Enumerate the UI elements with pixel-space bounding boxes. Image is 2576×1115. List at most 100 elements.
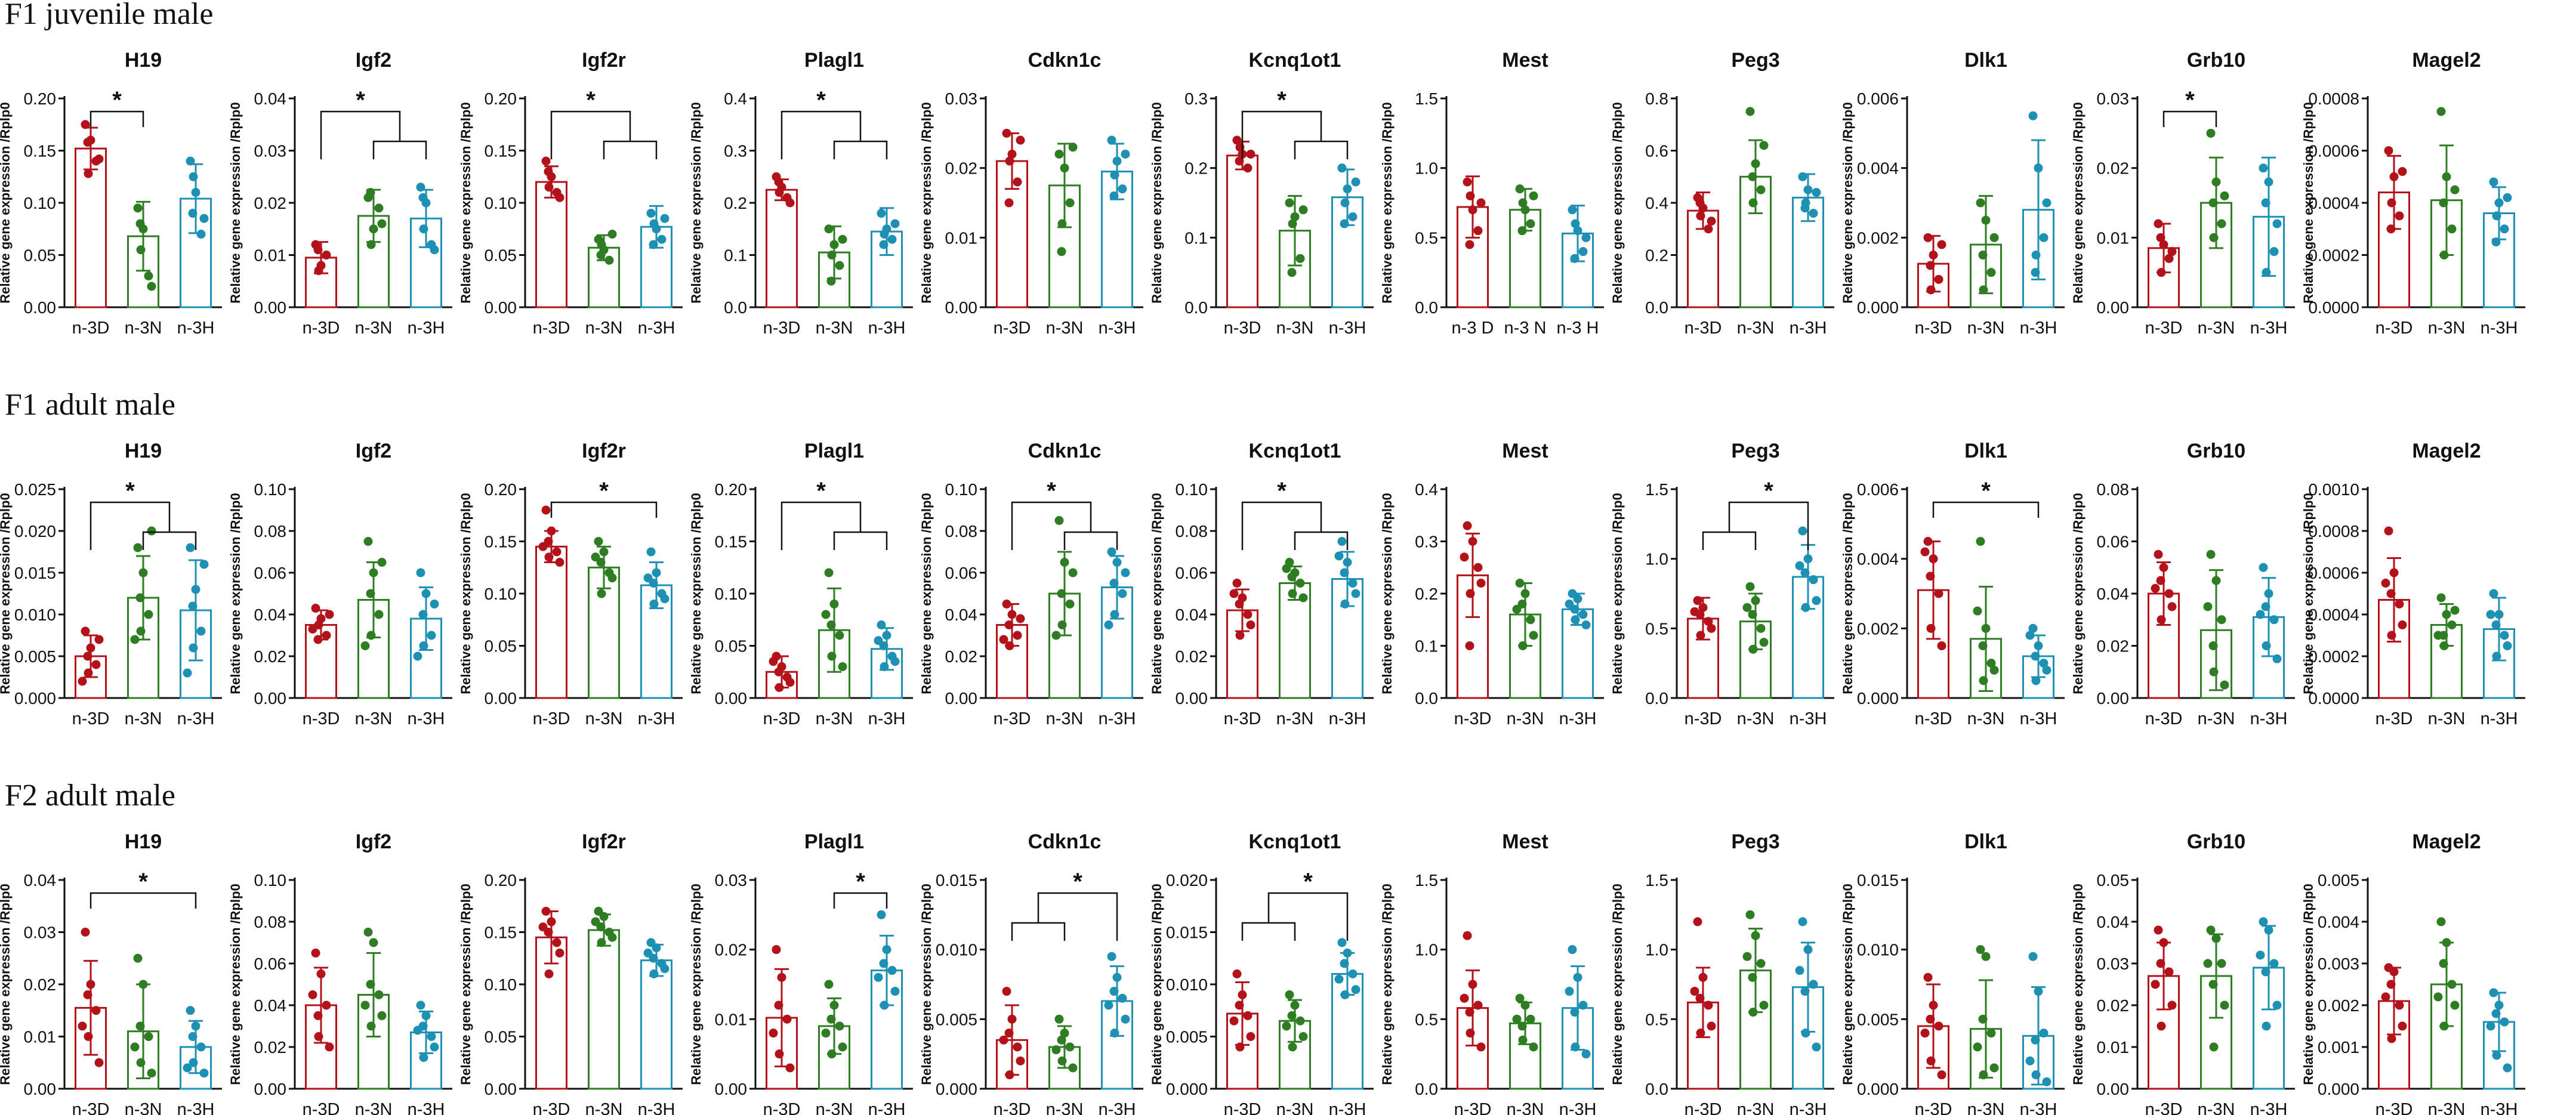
data-point-n-3D xyxy=(775,683,784,692)
data-point-n-3D xyxy=(1005,156,1014,166)
data-point-n-3H xyxy=(2034,163,2043,173)
category-label: n-3D xyxy=(72,319,110,338)
significance-bracket xyxy=(780,110,862,159)
data-point-n-3D xyxy=(1707,1021,1716,1031)
panel-title: Peg3 xyxy=(1731,830,1779,853)
significance-star: * xyxy=(816,478,826,504)
data-point-n-3N xyxy=(829,1000,839,1010)
panel-mest: Mest Relative gene expression /Rplp0 0.0 0.… xyxy=(1380,440,1604,728)
data-point-n-3D xyxy=(308,990,317,999)
data-point-n-3N xyxy=(2439,1021,2449,1031)
data-point-n-3N xyxy=(827,651,837,661)
data-point-n-3H xyxy=(1110,170,1119,180)
y-tick-label: 0.02 xyxy=(2097,159,2130,178)
data-point-n-3D xyxy=(552,547,562,557)
panel-igf2: Igf2 Relative gene expression /Rplp0 0.00 0… xyxy=(228,830,452,1115)
y-axis-label: Relative gene expression /Rplp0 xyxy=(1380,102,1395,303)
data-point-n-3N xyxy=(1748,1008,1758,1017)
bar-n-3H xyxy=(640,959,673,1090)
panel-kcnq1ot1: Kcnq1ot1 Relative gene expression /Rplp0 0… xyxy=(1149,49,1374,338)
data-point-n-3N xyxy=(2220,191,2229,200)
data-point-n-3N xyxy=(2208,198,2218,208)
y-tick-label: 0.15 xyxy=(24,142,57,160)
category-label: n-3H xyxy=(177,319,215,338)
data-point-n-3N xyxy=(138,568,148,577)
category-label: n-3D xyxy=(2145,1100,2183,1115)
data-point-n-3H xyxy=(880,230,889,239)
y-tick-label: 0.006 xyxy=(1857,480,1899,499)
data-point-n-3N xyxy=(374,990,384,999)
data-point-n-3H xyxy=(660,594,670,604)
data-point-n-3N xyxy=(1759,141,1769,150)
data-point-n-3H xyxy=(427,631,436,640)
y-tick-label: 0.0 xyxy=(1645,689,1668,708)
category-label: n-3H xyxy=(2020,709,2057,728)
data-point-n-3N xyxy=(144,1032,153,1041)
category-label: n-3D xyxy=(1224,709,1261,728)
data-point-n-3H xyxy=(643,949,653,958)
data-point-n-3D xyxy=(1926,1014,1935,1024)
y-tick-label: 0.015 xyxy=(1166,923,1208,942)
y-axis-label: Relative gene expression /Rplp0 xyxy=(2301,884,2316,1085)
category-label: n-3 H xyxy=(1557,319,1599,338)
data-point-n-3D xyxy=(1002,600,1011,609)
y-tick-label: 0.03 xyxy=(254,142,287,160)
data-point-n-3D xyxy=(1468,537,1477,546)
data-point-n-3D xyxy=(1693,596,1702,606)
data-point-n-3H xyxy=(1801,1028,1810,1038)
data-point-n-3H xyxy=(1351,985,1361,994)
data-point-n-3H xyxy=(2031,268,2040,277)
data-point-n-3D xyxy=(1235,600,1244,609)
data-point-n-3H xyxy=(2039,1028,2049,1038)
data-point-n-3N xyxy=(1298,593,1308,603)
data-point-n-3D xyxy=(2151,980,2160,989)
data-point-n-3H xyxy=(186,156,195,166)
data-point-n-3D xyxy=(1704,617,1713,626)
y-axis-label: Relative gene expression /Rplp0 xyxy=(2071,493,2086,694)
data-point-n-3H xyxy=(186,1006,195,1015)
y-tick-label: 0.0010 xyxy=(2308,480,2359,499)
data-point-n-3N xyxy=(838,234,847,244)
data-point-n-3N xyxy=(2450,185,2460,194)
data-point-n-3H xyxy=(1803,185,1813,194)
y-tick-label: 0.0008 xyxy=(2308,89,2359,108)
data-point-n-3H xyxy=(1104,620,1113,629)
data-point-n-3N xyxy=(1748,198,1758,208)
data-point-n-3H xyxy=(2272,219,2282,228)
data-point-n-3N xyxy=(2217,615,2226,625)
data-point-n-3D xyxy=(1016,614,1025,623)
data-point-n-3D xyxy=(555,949,564,958)
y-tick-label: 0.00 xyxy=(2097,1080,2130,1098)
data-point-n-3N xyxy=(2206,925,2216,935)
data-point-n-3D xyxy=(1007,610,1017,619)
data-point-n-3N xyxy=(144,271,153,280)
data-point-n-3H xyxy=(1578,610,1588,619)
y-tick-label: 0.01 xyxy=(2097,1038,2130,1057)
data-point-n-3D xyxy=(1923,233,1933,242)
data-point-n-3H xyxy=(416,568,425,577)
data-point-n-3D xyxy=(83,651,92,661)
y-tick-label: 1.5 xyxy=(1645,480,1668,499)
data-point-n-3N xyxy=(1285,198,1294,208)
category-label: n-3H xyxy=(638,709,675,728)
significance-bracket xyxy=(90,501,171,550)
y-tick-label: 0.04 xyxy=(2097,585,2130,603)
data-point-n-3D xyxy=(2395,600,2404,609)
data-point-n-3H xyxy=(2491,620,2501,629)
data-point-n-3N xyxy=(1756,185,1766,194)
data-point-n-3D xyxy=(552,938,562,947)
y-tick-label: 0.005 xyxy=(14,647,56,666)
data-point-n-3H xyxy=(189,172,198,181)
panel-title: Igf2 xyxy=(356,830,391,853)
data-point-n-3N xyxy=(1057,1035,1066,1045)
y-axis-label: Relative gene expression /Rplp0 xyxy=(689,493,704,694)
data-point-n-3N xyxy=(607,932,617,942)
data-point-n-3H xyxy=(2042,198,2051,208)
data-point-n-3D xyxy=(2156,233,2165,242)
data-point-n-3N xyxy=(2442,610,2451,619)
data-point-n-3D xyxy=(1934,589,1943,598)
category-label: n-3N xyxy=(1967,319,2005,338)
data-point-n-3N xyxy=(2203,959,2213,968)
